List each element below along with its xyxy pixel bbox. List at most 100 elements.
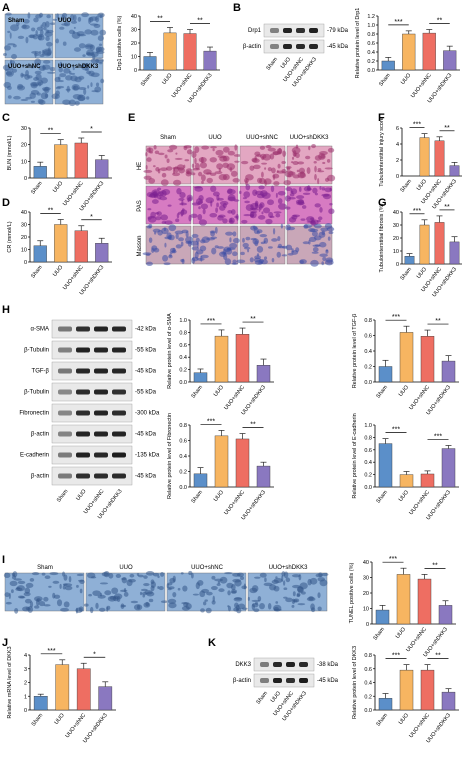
cell-nucleus xyxy=(194,146,200,154)
cell-nucleus xyxy=(168,254,173,259)
x-tick-label: UUO+shNC xyxy=(65,713,88,740)
cell-nucleus xyxy=(282,580,286,586)
cell-nucleus xyxy=(181,199,184,206)
cell-nucleus xyxy=(64,585,73,591)
cell-nucleus xyxy=(267,603,272,610)
column-label: UUO+shNC xyxy=(246,135,279,141)
cell-nucleus xyxy=(262,207,271,214)
cell-nucleus xyxy=(216,202,219,208)
x-tick-label: UUO+shNC xyxy=(408,713,431,740)
micrograph-e xyxy=(145,185,194,225)
cell-nucleus xyxy=(29,578,35,582)
cell-nucleus xyxy=(88,593,93,597)
cell-nucleus xyxy=(160,572,165,577)
cell-nucleus xyxy=(326,226,335,232)
protein-band xyxy=(58,368,72,374)
column-label: UUO xyxy=(119,565,133,571)
cell-nucleus xyxy=(225,231,234,236)
protein-band xyxy=(76,389,90,395)
cell-nucleus xyxy=(190,572,194,579)
cell-nucleus xyxy=(216,163,224,170)
cell-nucleus xyxy=(177,587,181,591)
cell-nucleus xyxy=(55,90,60,96)
cell-nucleus xyxy=(115,573,122,578)
cell-nucleus xyxy=(69,14,75,21)
cell-nucleus xyxy=(281,571,286,577)
cell-nucleus xyxy=(232,178,240,183)
cell-nucleus xyxy=(168,224,177,232)
y-tick-label: 0 xyxy=(134,68,137,74)
cell-nucleus xyxy=(99,582,109,585)
cell-nucleus xyxy=(317,606,322,612)
cell-nucleus xyxy=(249,257,254,263)
cell-nucleus xyxy=(322,161,326,165)
significance-label: *** xyxy=(413,208,421,215)
y-tick-label: 40 xyxy=(21,210,27,216)
molecular-weight: -45 kDa xyxy=(135,474,157,480)
cell-nucleus xyxy=(41,86,51,91)
y-tick-label: 0.8 xyxy=(367,32,375,38)
cell-nucleus xyxy=(269,215,275,218)
y-tick-label: 0.4 xyxy=(364,460,372,466)
cell-nucleus xyxy=(275,213,281,218)
cell-nucleus xyxy=(157,586,160,589)
cell-nucleus xyxy=(44,575,51,580)
cell-nucleus xyxy=(232,237,240,244)
cell-nucleus xyxy=(214,171,223,175)
y-tick-label: 30 xyxy=(21,223,27,229)
column-label: Sham xyxy=(37,565,53,571)
cell-nucleus xyxy=(8,67,14,71)
y-tick-label: 20 xyxy=(21,143,27,149)
cell-nucleus xyxy=(180,210,185,216)
cell-nucleus xyxy=(253,608,260,613)
cell-nucleus xyxy=(152,572,160,577)
cell-nucleus xyxy=(180,241,184,247)
cell-nucleus xyxy=(250,237,257,241)
cell-nucleus xyxy=(329,187,332,192)
cell-nucleus xyxy=(146,225,152,229)
cell-nucleus xyxy=(76,31,85,36)
cell-nucleus xyxy=(101,571,109,577)
protein-band xyxy=(112,326,126,332)
significance-label: *** xyxy=(394,19,402,26)
cell-nucleus xyxy=(100,78,105,84)
cell-nucleus xyxy=(153,247,160,253)
cell-nucleus xyxy=(173,179,182,186)
bar xyxy=(419,224,430,265)
protein-band xyxy=(58,452,72,458)
cell-nucleus xyxy=(145,152,148,157)
x-tick-label: UUO xyxy=(398,384,411,398)
panel-label-h: H xyxy=(2,304,10,316)
cell-nucleus xyxy=(185,171,192,177)
significance-label: ** xyxy=(437,18,443,25)
cell-nucleus xyxy=(163,262,171,266)
cell-nucleus xyxy=(214,226,218,234)
cell-nucleus xyxy=(44,93,49,99)
cell-nucleus xyxy=(311,144,316,149)
micrograph-e xyxy=(239,144,287,187)
cell-nucleus xyxy=(79,588,83,594)
cell-nucleus xyxy=(259,145,266,150)
bar xyxy=(214,435,229,488)
column-label: UUO+shDKK3 xyxy=(269,565,309,571)
cell-nucleus xyxy=(329,203,333,206)
cell-nucleus xyxy=(198,157,207,163)
micrograph-e xyxy=(190,225,240,266)
cell-nucleus xyxy=(303,224,312,229)
cell-nucleus xyxy=(99,592,103,597)
cell-nucleus xyxy=(148,237,153,243)
blot-strip xyxy=(51,424,133,444)
y-tick-label: 0.6 xyxy=(364,448,372,454)
cell-nucleus xyxy=(175,244,182,249)
x-tick-label: UUO xyxy=(52,180,65,194)
row-label: Masson xyxy=(137,235,143,256)
cell-nucleus xyxy=(314,155,322,161)
cell-nucleus xyxy=(296,169,300,173)
micrograph-a-2 xyxy=(2,58,56,105)
cell-nucleus xyxy=(285,166,292,169)
cell-nucleus xyxy=(77,94,86,102)
micrograph-e xyxy=(190,185,240,226)
cell-nucleus xyxy=(75,607,83,613)
